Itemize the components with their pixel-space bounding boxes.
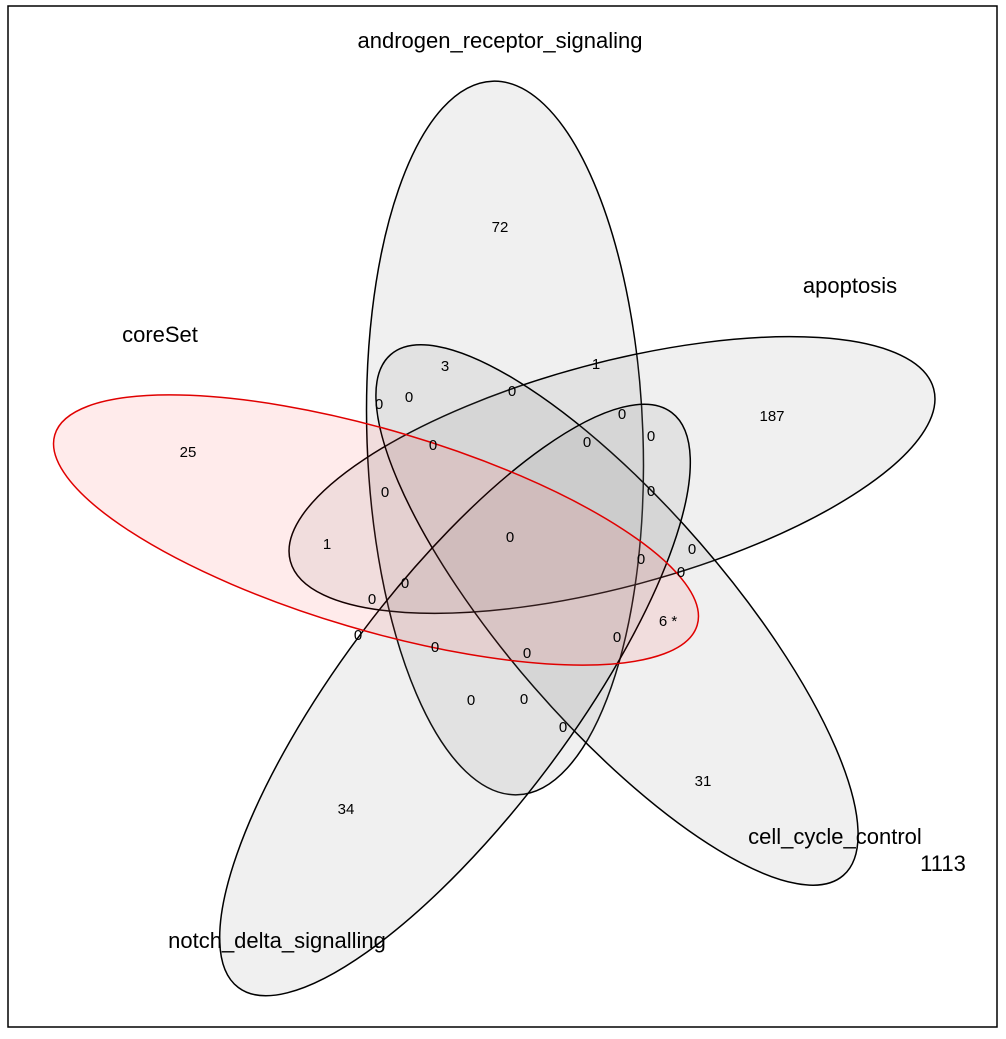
region-count: 0 <box>647 428 655 445</box>
set-ellipse <box>365 80 645 796</box>
set-ellipse <box>52 394 700 666</box>
region-count: 0 <box>429 437 437 454</box>
region-count: 0 <box>559 719 567 736</box>
region-count: 0 <box>508 383 516 400</box>
region-count: 0 <box>583 434 591 451</box>
region-count: 0 <box>520 691 528 708</box>
region-count: 0 <box>467 692 475 709</box>
region-count: 0 <box>677 564 685 581</box>
region-count: 0 <box>688 541 696 558</box>
region-count: 0 <box>354 627 362 644</box>
region-count: 187 <box>759 408 784 425</box>
outside-count: 1113 <box>920 851 966 876</box>
region-count: 0 <box>613 629 621 646</box>
region-count: 0 <box>647 483 655 500</box>
region-count: 0 <box>637 551 645 568</box>
region-count: 34 <box>338 801 355 818</box>
region-count: 0 <box>523 645 531 662</box>
region-count: 31 <box>695 773 712 790</box>
set-label: notch_delta_signalling <box>168 928 386 953</box>
region-count: 1 <box>592 356 600 373</box>
region-count: 0 <box>405 389 413 406</box>
region-count: 0 <box>431 639 439 656</box>
region-count: 0 <box>401 575 409 592</box>
set-label: apoptosis <box>803 273 897 298</box>
region-count: 25 <box>180 444 197 461</box>
set-label: coreSet <box>122 322 198 347</box>
frame <box>7 5 998 1028</box>
set-label: cell_cycle_control <box>748 824 922 849</box>
region-count: 72 <box>492 219 509 236</box>
set-ellipse <box>375 344 859 886</box>
region-count: 6 * <box>659 613 678 630</box>
labels: androgen_receptor_signaling apoptosis core… <box>122 28 966 953</box>
region-count: 0 <box>368 591 376 608</box>
set-label: androgen_receptor_signaling <box>358 28 643 53</box>
set-ellipse <box>288 335 936 615</box>
region-count: 0 <box>506 529 514 546</box>
region-count: 1 <box>323 536 331 553</box>
region-count: 0 <box>618 406 626 423</box>
region-count: 3 <box>441 358 449 375</box>
region-count: 0 <box>375 396 383 413</box>
region-count: 0 <box>381 484 389 501</box>
